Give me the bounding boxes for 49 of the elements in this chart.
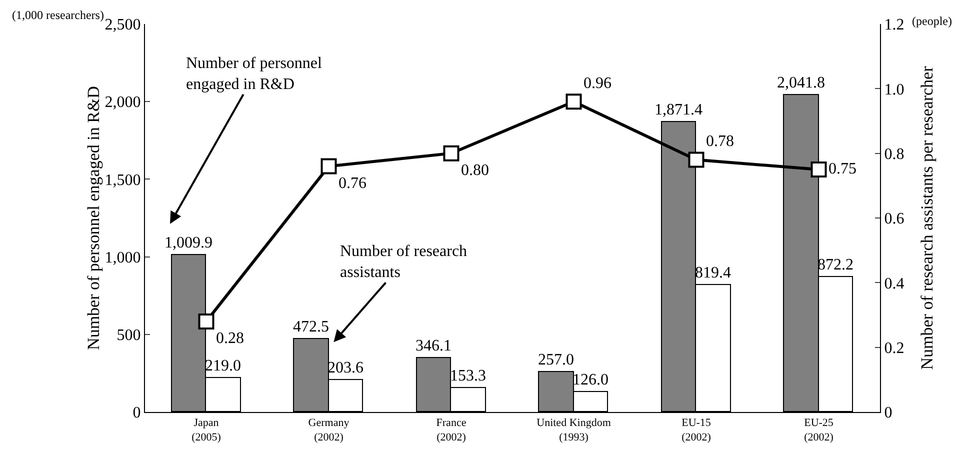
annotation: Number of personnel engaged in R&D (186, 55, 323, 93)
data-label: 0.75 (828, 160, 856, 178)
data-label: 126.0 (572, 372, 608, 388)
y2-axis-title: Number of research assistants per researcher (918, 66, 936, 370)
y2-tick-label: 0.6 (884, 210, 904, 228)
data-label: 1,009.9 (164, 234, 212, 252)
data-label: 346.1 (416, 338, 452, 354)
y2-tick-label: 0.2 (884, 340, 904, 357)
data-label: 819.4 (695, 264, 731, 282)
y2-tick-label: 0.8 (884, 146, 904, 163)
point (688, 152, 704, 168)
data-label: 0.96 (584, 74, 612, 92)
data-label: 257.0 (538, 352, 574, 368)
data-label: 0.80 (461, 162, 489, 180)
data-label: 0.28 (216, 330, 244, 348)
x-tick-label: United Kingdom (1993) (536, 417, 612, 444)
x-tick-label: France (2002) (436, 417, 466, 444)
y2-tick-label: 0.4 (884, 275, 904, 292)
y-tick-label: 2,000 (104, 94, 141, 112)
y2-tick-label: 1.2 (884, 16, 904, 34)
data-label: 0.76 (338, 175, 366, 192)
data-label: 1,871.4 (654, 102, 702, 118)
x-tick-label: Japan (2005) (192, 417, 222, 444)
point (198, 313, 214, 330)
y2-tick-label: 1.0 (884, 81, 904, 98)
x-tick-label: EU-15 (2002) (682, 417, 712, 444)
y-axis-title: Number of personnel engaged in R&D (84, 86, 103, 350)
data-label: 153.3 (450, 368, 486, 384)
y2-tick-label: 0 (884, 404, 892, 422)
data-label: 203.6 (328, 360, 364, 376)
data-label: 872.2 (818, 256, 854, 274)
text: (1,000 researchers) (12, 8, 104, 22)
y-tick-label: 0 (132, 404, 141, 422)
x-tick-label: Germany (2002) (308, 417, 350, 444)
y-tick-label: 500 (116, 327, 141, 344)
data-label: 219.0 (205, 358, 241, 374)
y-tick-label: 2,500 (104, 16, 141, 34)
point (320, 158, 337, 174)
point (810, 162, 827, 178)
y-tick-label: 1,000 (104, 249, 141, 266)
point (443, 145, 460, 162)
data-label: 2,041.8 (777, 74, 825, 92)
y-tick-label: 1,500 (104, 172, 141, 189)
data-label: 472.5 (293, 318, 329, 336)
data-label: 0.78 (706, 133, 734, 150)
annotation: Number of research assistants (340, 243, 468, 281)
point (566, 94, 582, 110)
x-tick-label: EU-25 (2002) (804, 417, 834, 444)
text: (people) (912, 14, 952, 28)
